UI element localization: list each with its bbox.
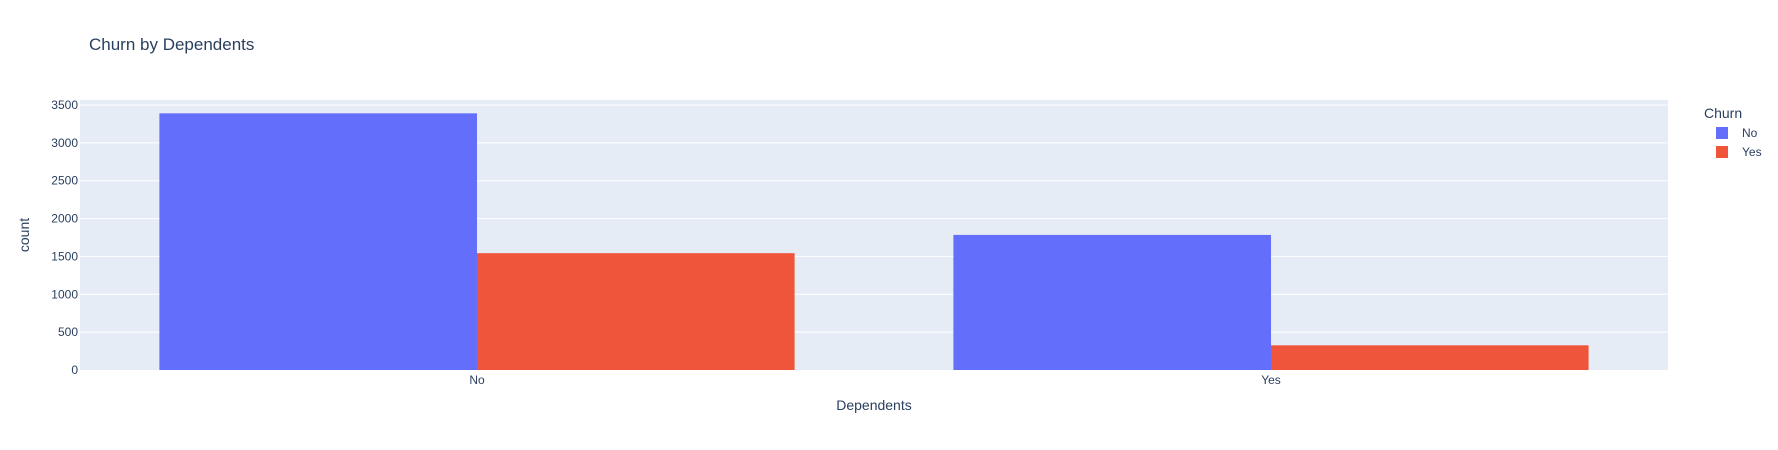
legend-swatch-yes[interactable]: [1716, 146, 1728, 158]
y-tick-label: 0: [71, 363, 78, 377]
y-tick-label: 2000: [51, 212, 78, 226]
bar-yes-no[interactable]: [953, 234, 1271, 370]
y-axis-label: count: [16, 218, 32, 252]
legend-swatch-no[interactable]: [1716, 127, 1728, 139]
legend-label-yes[interactable]: Yes: [1742, 145, 1762, 159]
x-tick-label: No: [469, 373, 485, 387]
legend: Churn No Yes: [1704, 105, 1762, 159]
y-tick-label: 2500: [51, 174, 78, 188]
bars: [159, 113, 1589, 370]
y-tick-label: 1000: [51, 287, 78, 301]
x-axis-ticks: No Yes: [469, 373, 1280, 387]
x-axis-label: Dependents: [836, 397, 912, 413]
y-tick-label: 500: [58, 325, 78, 339]
y-tick-label: 1500: [51, 249, 78, 263]
legend-label-no[interactable]: No: [1742, 126, 1758, 140]
bar-no-no[interactable]: [159, 113, 477, 370]
chart-title: Churn by Dependents: [89, 35, 254, 54]
y-axis-ticks: 0 500 1000 1500 2000 2500 3000 3500: [51, 98, 78, 377]
y-tick-label: 3000: [51, 136, 78, 150]
x-tick-label: Yes: [1261, 373, 1281, 387]
y-tick-label: 3500: [51, 98, 78, 112]
bar-yes-yes[interactable]: [1271, 345, 1589, 370]
legend-title: Churn: [1704, 105, 1742, 121]
bar-no-yes[interactable]: [477, 253, 795, 370]
